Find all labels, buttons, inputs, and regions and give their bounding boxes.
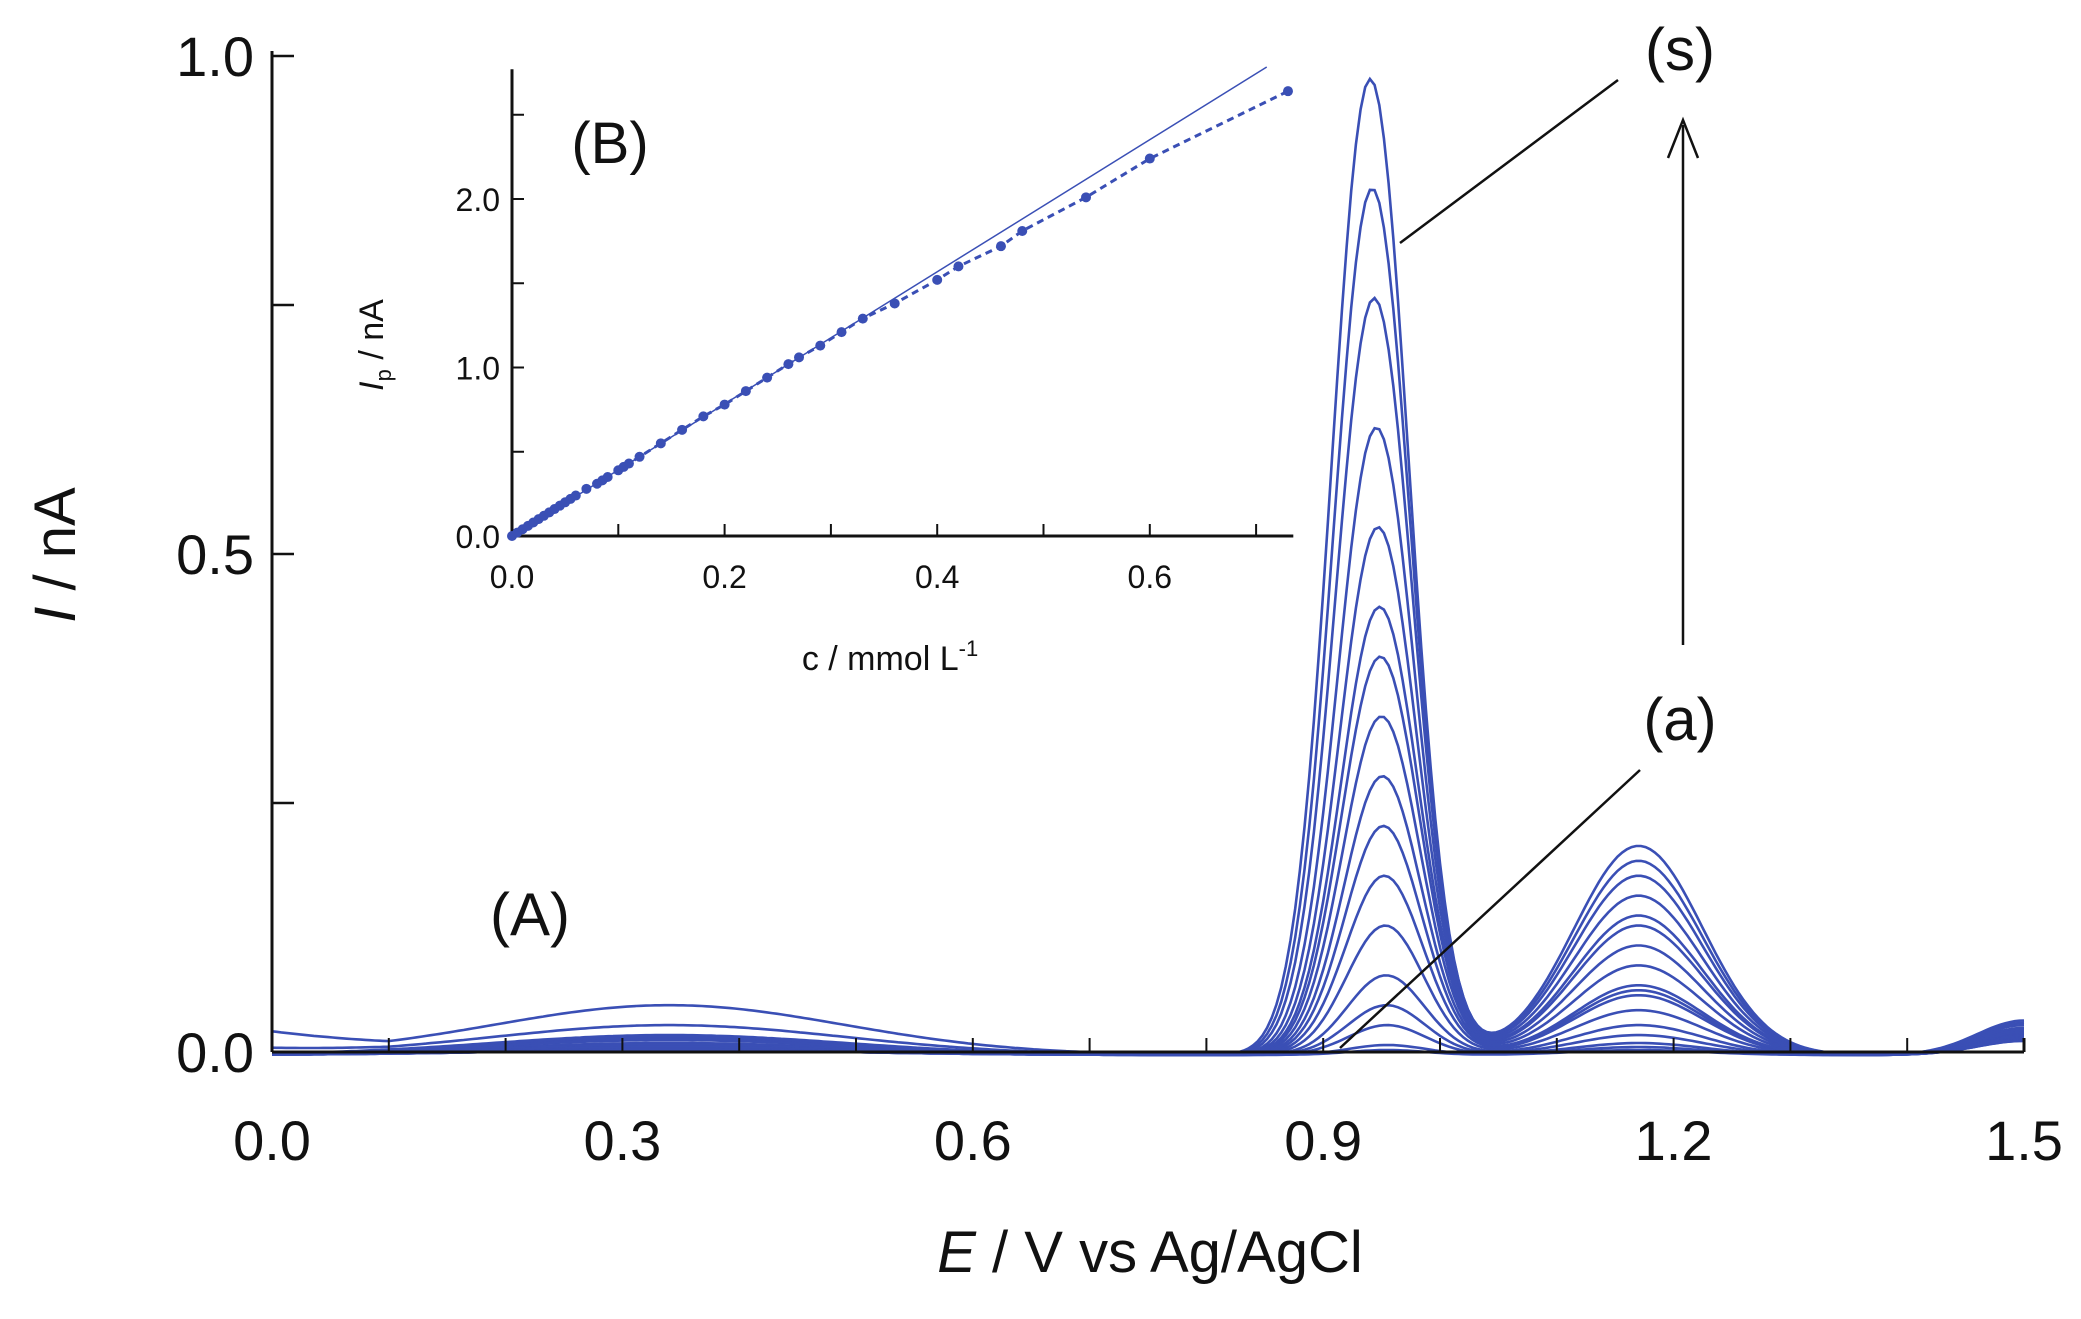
panel-label-a: (A) (490, 881, 570, 948)
x-tick-label: 1.5 (1985, 1109, 2063, 1172)
inset-data-point (857, 313, 868, 324)
y-tick-label: 1.0 (176, 25, 254, 88)
inset-x-axis-title: c / mmol L-1 (802, 636, 978, 678)
inset-data-point (783, 359, 794, 370)
inset-data-point (815, 340, 826, 351)
inset-data-point (634, 451, 645, 462)
dpv-curve-m (272, 525, 2025, 1057)
y-axis-title: I / nA (23, 487, 88, 623)
annotation-a: (a) (1643, 686, 1716, 753)
inset-data-point (932, 274, 943, 285)
x-tick-label: 0.0 (233, 1109, 311, 1172)
inset-data-point (889, 298, 900, 309)
inset-y-axis-title: Ip / nA (353, 299, 396, 391)
inset-data-point (581, 483, 592, 494)
inset-data-point (953, 261, 964, 272)
inset-x-tick-label: 0.2 (702, 559, 746, 595)
inset-data-point (1144, 153, 1155, 164)
annotation-s: (s) (1645, 16, 1715, 83)
inset-data-point (1017, 226, 1028, 237)
inset-data-point (698, 411, 709, 422)
x-tick-label: 0.3 (583, 1109, 661, 1172)
main-axes: 0.0 0.3 0.6 0.9 1.2 1.5 0.0 0.5 1.0 (176, 25, 2063, 1172)
leader-line-a (1339, 769, 1641, 1049)
inset-x-tick-label: 0.6 (1128, 559, 1172, 595)
inset-data-point (740, 386, 751, 397)
x-tick-label: 0.6 (934, 1109, 1012, 1172)
dpv-curve-k (271, 655, 2025, 1057)
x-tick-label: 0.9 (1284, 1109, 1362, 1172)
y-tick-label: 0.5 (176, 523, 254, 586)
inset-data-point (1081, 192, 1092, 203)
inset-data-point (995, 241, 1006, 252)
leader-line-s (1399, 78, 1619, 245)
inset-x-tick-label: 0.4 (915, 559, 959, 595)
inset-data-point (836, 327, 847, 338)
inset-data-point (677, 424, 688, 435)
main-curves (271, 76, 2025, 1057)
panel-label-b: (B) (571, 111, 648, 176)
inset-data-point (570, 490, 581, 501)
inset-data-point (1282, 86, 1293, 97)
y-tick-label: 0.0 (176, 1021, 254, 1084)
dpv-curve-l (271, 605, 2025, 1057)
arrow-head (1666, 116, 1700, 159)
inset-data-point (655, 438, 666, 449)
inset-data-point (602, 472, 613, 483)
inset-data-point (762, 372, 773, 383)
x-tick-label: 1.2 (1635, 1109, 1713, 1172)
inset-data-point (719, 399, 730, 410)
inset-y-tick-label: 2.0 (456, 182, 500, 218)
inset-x-tick-label: 0.0 (490, 559, 534, 595)
inset-data-point (623, 458, 634, 469)
inset-data-point (794, 352, 805, 363)
inset-y-tick-label: 0.0 (456, 519, 500, 555)
inset-calibration-plot: 0.0 0.2 0.4 0.6 0.0 1.0 2.0 (456, 66, 1294, 595)
x-axis-title: E / V vs Ag/AgCl (937, 1220, 1363, 1285)
inset-y-tick-label: 1.0 (456, 351, 500, 387)
